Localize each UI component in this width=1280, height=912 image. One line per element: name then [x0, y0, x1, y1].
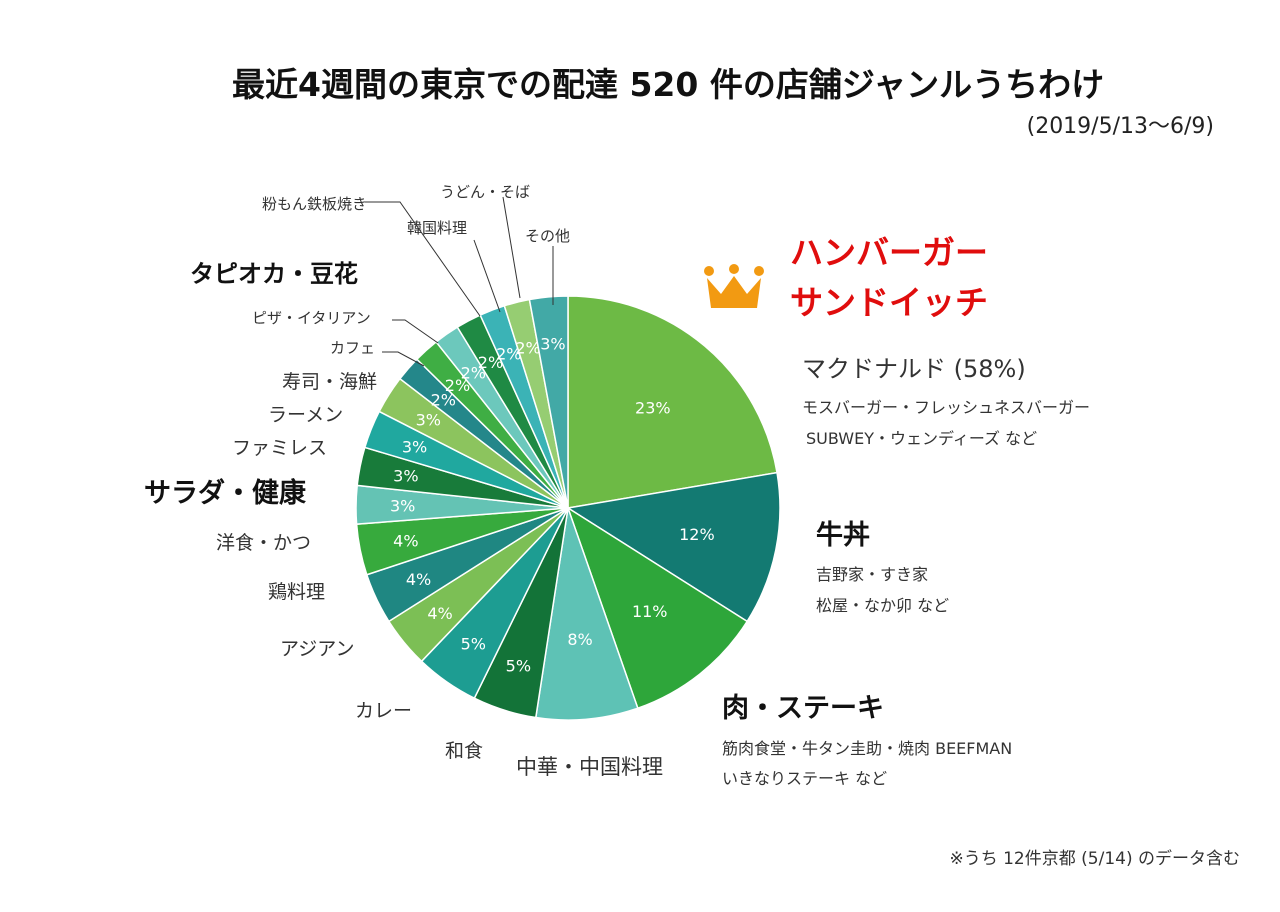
- detail-burger-line2: SUBWEY・ウェンディーズ など: [806, 429, 1038, 448]
- pie-pct-label-10: 3%: [393, 466, 418, 485]
- category-label-famires: ファミレス: [232, 437, 328, 459]
- pie-slice-3: [534, 507, 639, 721]
- pie-slice-0: [567, 295, 778, 509]
- pie-pct-label-0: 23%: [635, 399, 671, 418]
- chart-subtitle: (2019/5/13〜6/9): [1026, 114, 1214, 139]
- category-label-washoku: 和食: [445, 740, 484, 762]
- detail-meat-line1: 筋肉食堂・牛タン圭助・焼肉 BEEFMAN: [722, 739, 1013, 758]
- category-label-chicken: 鶏料理: [268, 581, 326, 603]
- chart-title: 最近4週間の東京での配達 520 件の店舗ジャンルうちわけ: [232, 65, 1105, 104]
- pie-slice-19: [528, 295, 569, 509]
- pie-pct-label-6: 4%: [427, 604, 452, 623]
- pie-pct-label-12: 3%: [416, 411, 441, 430]
- pie-pct-label-7: 4%: [406, 570, 431, 589]
- pie-pct-label-14: 2%: [445, 376, 470, 395]
- category-label-konamon: 粉もん鉄板焼き: [262, 195, 368, 213]
- pie-pct-label-3: 8%: [567, 630, 592, 649]
- footnote: ※うち 12件京都 (5/14) のデータ含む: [949, 849, 1240, 869]
- pie-slice-1: [565, 471, 781, 623]
- leader-line-3: [473, 239, 501, 313]
- pie-pct-label-5: 5%: [461, 635, 486, 654]
- pie-pct-label-13: 2%: [431, 390, 456, 409]
- detail-meat-line2: いきなりステーキ など: [722, 769, 888, 788]
- pie-pct-label-17: 2%: [496, 345, 521, 364]
- category-label-korean: 韓国料理: [407, 219, 468, 237]
- category-label-ramen: ラーメン: [268, 404, 344, 426]
- category-label-curry: カレー: [355, 700, 413, 722]
- category-label-tapioca: タピオカ・豆花: [190, 260, 358, 288]
- leader-line-1: [382, 351, 425, 367]
- detail-gyudon-line1: 吉野家・すき家: [816, 565, 929, 584]
- detail-burger-line1: モスバーガー・フレッシュネスバーガー: [802, 398, 1091, 417]
- pie-pct-label-11: 3%: [402, 437, 427, 456]
- pie-pct-label-18: 2%: [515, 339, 540, 358]
- category-label-burger: ハンバーガー サンドイッチ: [790, 233, 988, 322]
- category-label-other: その他: [525, 227, 571, 245]
- category-label-udon: うどん・そば: [440, 183, 531, 201]
- leader-line-4: [502, 196, 521, 299]
- pie-pct-label-19: 3%: [540, 334, 565, 353]
- category-label-cafe: カフェ: [330, 339, 376, 357]
- category-label-western: 洋食・かつ: [216, 532, 312, 554]
- detail-burger-brand: マクドナルド (58%): [802, 355, 1026, 383]
- category-label-gyudon: 牛丼: [816, 520, 870, 551]
- pie-pct-label-8: 4%: [393, 532, 418, 551]
- pie-pct-label-15: 2%: [461, 363, 486, 382]
- leader-line-2: [365, 201, 481, 317]
- category-label-salad: サラダ・健康: [144, 478, 306, 509]
- leader-line-0: [392, 319, 439, 344]
- pie-pct-label-2: 11%: [632, 602, 668, 621]
- category-label-meat: 肉・ステーキ: [722, 693, 884, 724]
- category-label-chinese: 中華・中国料理: [516, 755, 663, 779]
- pie-slice-2: [566, 506, 749, 710]
- crown-icon: [704, 264, 764, 308]
- category-label-sushi: 寿司・海鮮: [282, 371, 378, 393]
- pie-pct-label-9: 3%: [390, 496, 415, 515]
- category-label-asian: アジアン: [280, 638, 355, 660]
- pie-pct-label-16: 2%: [478, 353, 503, 372]
- pie-pct-label-1: 12%: [679, 525, 715, 544]
- category-label-pizza: ピザ・イタリアン: [252, 309, 371, 327]
- detail-gyudon-line2: 松屋・なか卯 など: [816, 596, 950, 615]
- pie-pct-label-4: 5%: [506, 657, 531, 676]
